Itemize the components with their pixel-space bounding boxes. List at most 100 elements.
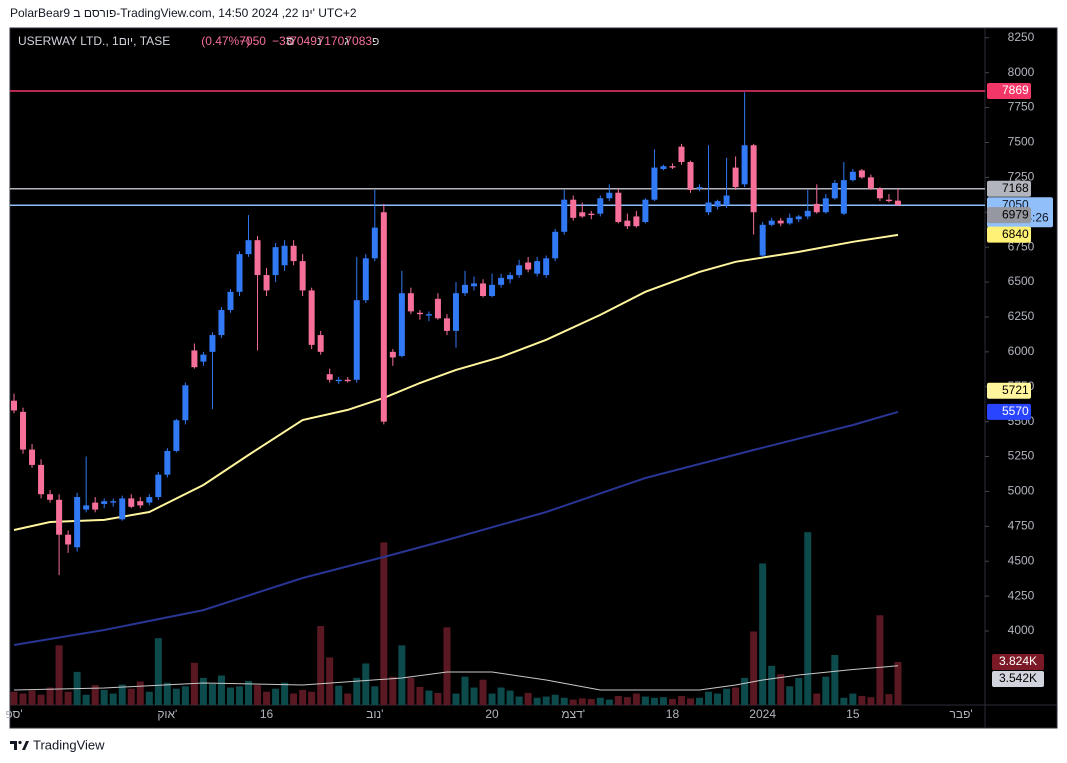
candle-body — [714, 201, 721, 207]
volume-bar — [578, 698, 586, 705]
y-tick-label: 4500 — [1008, 553, 1035, 567]
candle-body — [768, 220, 775, 225]
volume-label: 3.542K — [999, 671, 1037, 685]
volume-label-box — [992, 670, 1044, 687]
candle-body — [885, 199, 892, 202]
volume-bar — [614, 695, 622, 705]
volume-bar — [326, 657, 334, 705]
volume-bar — [506, 690, 514, 705]
candle-body — [822, 198, 829, 213]
candle-body — [263, 275, 270, 291]
volume-label-box — [992, 653, 1044, 670]
volume-bar — [145, 691, 153, 705]
volume-bar — [416, 686, 424, 705]
candle-body — [245, 240, 252, 255]
volume-bar — [786, 686, 794, 705]
volume-bar — [163, 682, 171, 705]
candle-body — [543, 258, 550, 276]
candle-body — [507, 275, 514, 280]
y-tick-label: 4000 — [1008, 623, 1035, 637]
volume-bar — [28, 690, 36, 705]
y-tick-label: 6750 — [1008, 239, 1035, 253]
candle-body — [597, 198, 604, 214]
candle-body — [840, 180, 847, 214]
candle-body — [29, 449, 36, 465]
candle-body — [164, 450, 171, 475]
candle-body — [786, 217, 793, 224]
candle-body — [894, 200, 901, 206]
candle-body — [299, 261, 306, 291]
volume-bar — [335, 685, 343, 705]
candle-body — [20, 411, 27, 450]
y-tick-label: 7750 — [1008, 100, 1035, 114]
candle-body — [326, 374, 333, 380]
volume-bar — [605, 699, 613, 705]
volume-bar — [867, 697, 875, 705]
candle-body — [290, 245, 297, 262]
candle-body — [236, 254, 243, 292]
volume-bar — [650, 697, 658, 705]
legend-letter: פ — [372, 34, 379, 48]
x-tick-label: נוב' — [366, 707, 383, 721]
volume-bar — [813, 693, 821, 705]
candle-body — [83, 505, 90, 510]
y-tick-label: 4250 — [1008, 588, 1035, 602]
volume-bar — [777, 674, 785, 705]
candle-body — [462, 284, 468, 294]
volume-bar — [236, 686, 243, 705]
candle-body — [209, 335, 216, 352]
volume-bar — [497, 687, 505, 705]
candle-body — [480, 283, 487, 297]
volume-bar — [19, 693, 27, 705]
legend-letter: ס — [286, 34, 294, 48]
y-tick-label: 8000 — [1008, 65, 1035, 79]
volume-bar — [217, 675, 225, 705]
candle-body — [182, 385, 189, 421]
candle-body — [489, 284, 496, 297]
candle-body — [534, 261, 541, 274]
price-label: 5721 — [1002, 383, 1029, 397]
x-tick-label: 2024 — [749, 707, 776, 721]
footer-logo — [10, 740, 29, 750]
candle-body — [552, 231, 559, 259]
volume-bar — [299, 689, 307, 705]
volume-bar — [443, 627, 451, 705]
legend: USERWAY LTD., 1יום, TASE פ7083ג7170נ7049ס… — [18, 34, 379, 48]
volume-bar — [344, 693, 352, 705]
volume-bar — [840, 697, 848, 705]
volume-bar — [281, 682, 289, 705]
volume-bar — [317, 626, 325, 705]
candle-body — [335, 379, 342, 382]
candle-body — [110, 501, 117, 503]
y-tick-label: 5250 — [1008, 449, 1035, 463]
candle-body — [101, 501, 108, 504]
volume-bar — [55, 645, 63, 705]
volume-bar — [596, 697, 604, 705]
candle-body — [615, 192, 622, 223]
volume-bar — [623, 697, 631, 705]
volume-bar — [254, 685, 262, 705]
legend-letter: נ — [317, 34, 322, 48]
candle-body — [642, 199, 649, 223]
candle-body — [732, 167, 739, 188]
volume-bar — [696, 697, 704, 705]
moving-average — [13, 410, 899, 646]
volume-bar — [524, 692, 532, 705]
volume-bar — [46, 687, 54, 705]
candle-body — [498, 277, 505, 285]
volume-bar — [371, 686, 379, 705]
candle-body — [660, 166, 667, 169]
candle-body — [308, 290, 315, 345]
volume-bar — [641, 696, 649, 705]
x-tick-label: פבר' — [949, 707, 972, 721]
candle-body — [272, 247, 279, 276]
moving-average — [13, 233, 899, 531]
y-tick-label: 6250 — [1008, 309, 1035, 323]
volume-bar — [894, 661, 902, 705]
candle-body — [471, 283, 478, 287]
candle-body — [858, 170, 865, 178]
candle-body — [606, 192, 613, 199]
volume-bar — [109, 693, 117, 705]
volume-bar — [154, 638, 162, 705]
